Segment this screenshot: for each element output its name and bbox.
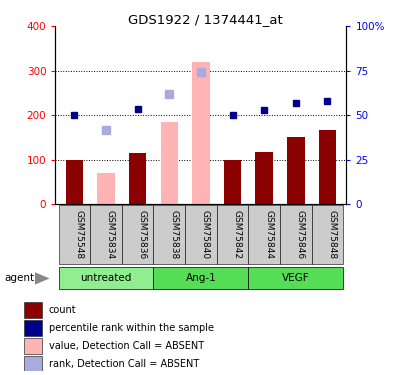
Text: Ang-1: Ang-1	[185, 273, 216, 284]
Bar	[153, 267, 248, 290]
Text: GSM75848: GSM75848	[327, 210, 336, 260]
Bar	[184, 205, 216, 264]
Bar	[24, 320, 42, 336]
Bar	[192, 62, 209, 204]
Bar	[248, 205, 279, 264]
Text: agent: agent	[4, 273, 34, 284]
Bar	[160, 122, 178, 204]
Text: VEGF: VEGF	[281, 273, 309, 284]
Text: GSM75840: GSM75840	[200, 210, 209, 260]
Bar	[58, 205, 90, 264]
Bar	[24, 338, 42, 354]
Text: GSM75842: GSM75842	[232, 210, 241, 259]
Bar	[153, 205, 184, 264]
Bar	[311, 205, 342, 264]
Text: rank, Detection Call = ABSENT: rank, Detection Call = ABSENT	[49, 359, 198, 369]
Bar	[24, 302, 42, 318]
Text: untreated: untreated	[80, 273, 131, 284]
Bar	[65, 160, 83, 204]
Bar	[216, 205, 248, 264]
Bar	[128, 153, 146, 204]
Bar	[58, 267, 153, 290]
Text: GSM75548: GSM75548	[74, 210, 83, 260]
Text: GSM75836: GSM75836	[137, 210, 146, 260]
Bar	[286, 137, 304, 204]
Bar	[24, 356, 42, 372]
Text: GDS1922 / 1374441_at: GDS1922 / 1374441_at	[127, 13, 282, 26]
Polygon shape	[35, 272, 49, 285]
Bar	[90, 205, 121, 264]
Text: GSM75834: GSM75834	[106, 210, 115, 260]
Text: value, Detection Call = ABSENT: value, Detection Call = ABSENT	[49, 341, 203, 351]
Bar	[279, 205, 311, 264]
Bar	[248, 267, 342, 290]
Text: GSM75844: GSM75844	[263, 210, 272, 259]
Bar	[255, 152, 272, 204]
Bar	[97, 173, 115, 204]
Text: count: count	[49, 305, 76, 315]
Bar	[318, 130, 335, 204]
Bar	[121, 205, 153, 264]
Text: GSM75838: GSM75838	[169, 210, 178, 260]
Text: percentile rank within the sample: percentile rank within the sample	[49, 323, 213, 333]
Text: GSM75846: GSM75846	[295, 210, 304, 260]
Bar	[223, 160, 240, 204]
